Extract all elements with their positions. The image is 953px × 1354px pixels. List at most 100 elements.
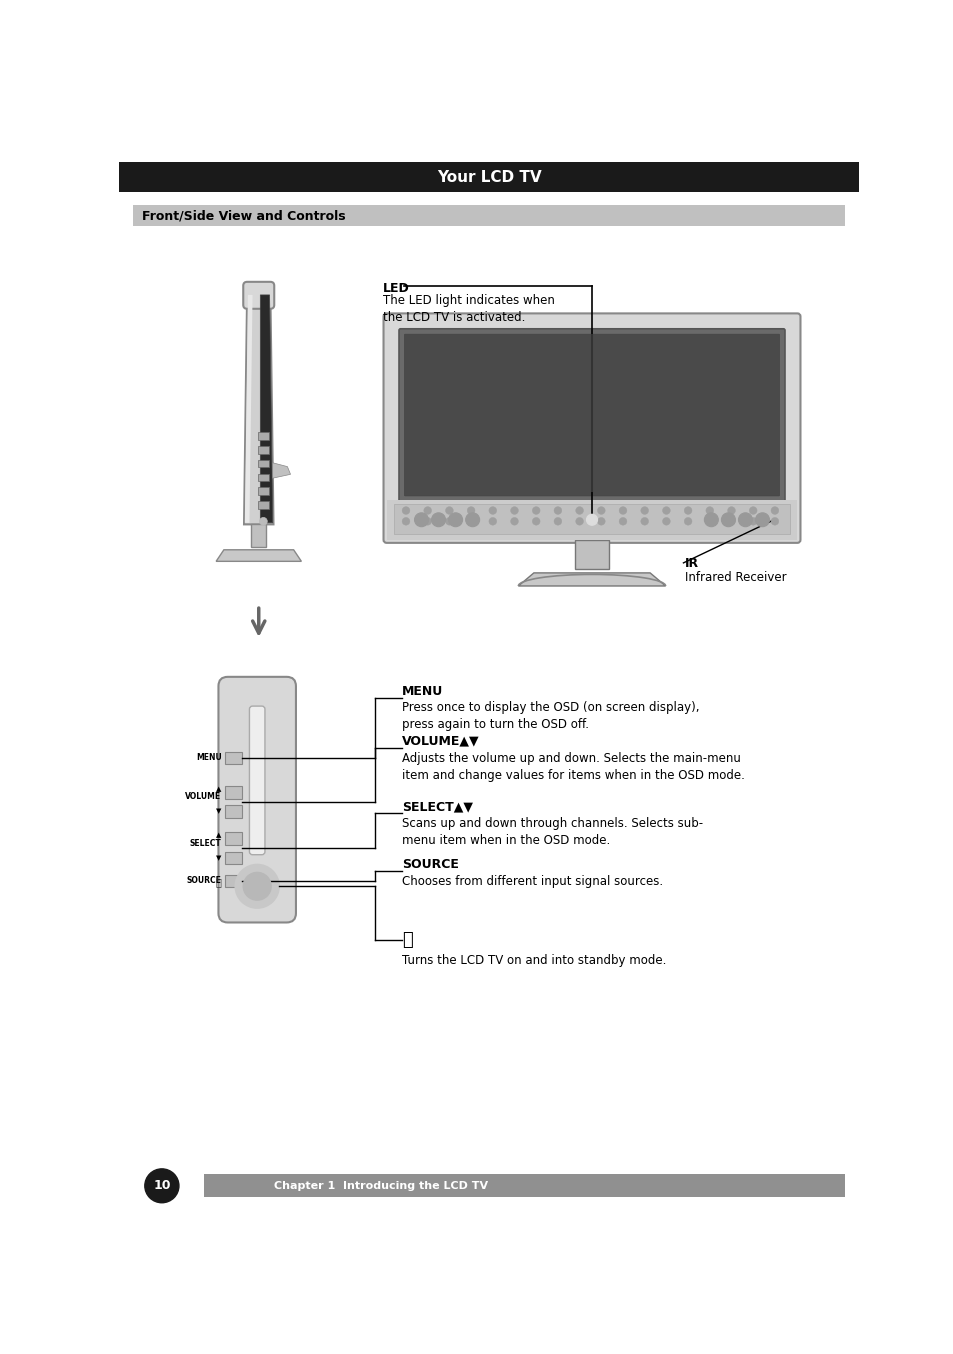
- Text: Infrared Receiver: Infrared Receiver: [684, 570, 786, 584]
- Circle shape: [488, 506, 497, 515]
- Text: SELECT: SELECT: [190, 838, 221, 848]
- Text: Turns the LCD TV on and into standby mode.: Turns the LCD TV on and into standby mod…: [402, 955, 666, 967]
- FancyBboxPatch shape: [398, 329, 784, 501]
- Text: MENU: MENU: [195, 753, 221, 762]
- FancyBboxPatch shape: [383, 313, 800, 543]
- Polygon shape: [244, 294, 274, 524]
- Circle shape: [727, 517, 735, 525]
- FancyBboxPatch shape: [218, 677, 295, 922]
- FancyBboxPatch shape: [249, 705, 265, 854]
- Bar: [224, 875, 241, 887]
- Circle shape: [727, 506, 735, 515]
- Circle shape: [445, 517, 453, 525]
- Circle shape: [145, 1169, 179, 1202]
- Circle shape: [748, 506, 757, 515]
- Text: IR: IR: [684, 556, 699, 570]
- Circle shape: [259, 517, 267, 525]
- Circle shape: [683, 506, 691, 515]
- Circle shape: [532, 506, 539, 515]
- Polygon shape: [260, 295, 273, 523]
- Bar: [251, 524, 266, 547]
- Text: SOURCE: SOURCE: [402, 858, 458, 871]
- Circle shape: [575, 506, 583, 515]
- Text: 10: 10: [153, 1179, 171, 1193]
- Circle shape: [431, 513, 445, 527]
- Circle shape: [510, 517, 517, 525]
- Bar: [204, 1174, 843, 1197]
- Text: Adjusts the volume up and down. Selects the main-menu
item and change values for: Adjusts the volume up and down. Selects …: [402, 751, 744, 781]
- Bar: [257, 432, 269, 440]
- Text: Chapter 1  Introducing the LCD TV: Chapter 1 Introducing the LCD TV: [274, 1181, 488, 1190]
- Circle shape: [554, 517, 561, 525]
- Bar: [257, 487, 269, 496]
- Circle shape: [510, 506, 517, 515]
- Text: VOLUME: VOLUME: [185, 792, 221, 802]
- Bar: [133, 204, 843, 226]
- Bar: [224, 787, 241, 799]
- Circle shape: [720, 513, 735, 527]
- Text: SOURCE: SOURCE: [187, 876, 221, 886]
- Text: Scans up and down through channels. Selects sub-
menu item when in the OSD mode.: Scans up and down through channels. Sele…: [402, 816, 702, 848]
- Circle shape: [467, 506, 475, 515]
- Circle shape: [705, 517, 713, 525]
- Text: MENU: MENU: [402, 685, 443, 697]
- Circle shape: [770, 517, 778, 525]
- Polygon shape: [245, 295, 253, 523]
- Bar: [224, 852, 241, 864]
- Bar: [394, 504, 789, 533]
- Bar: [119, 162, 858, 192]
- Bar: [575, 540, 608, 569]
- Circle shape: [402, 517, 410, 525]
- Polygon shape: [216, 550, 301, 562]
- Text: SELECT▲▼: SELECT▲▼: [402, 800, 473, 814]
- Circle shape: [554, 506, 561, 515]
- Circle shape: [703, 513, 718, 527]
- Text: VOLUME▲▼: VOLUME▲▼: [402, 735, 479, 747]
- Circle shape: [755, 513, 769, 527]
- Polygon shape: [273, 463, 291, 478]
- Bar: [224, 833, 241, 845]
- Circle shape: [618, 506, 626, 515]
- Bar: [257, 474, 269, 481]
- Circle shape: [770, 506, 778, 515]
- Bar: [224, 806, 241, 818]
- Circle shape: [640, 506, 648, 515]
- Bar: [257, 445, 269, 454]
- Text: ▲: ▲: [216, 787, 221, 792]
- Circle shape: [597, 517, 604, 525]
- Circle shape: [448, 513, 462, 527]
- FancyBboxPatch shape: [404, 334, 779, 496]
- Text: ▼: ▼: [216, 808, 221, 815]
- Circle shape: [640, 517, 648, 525]
- Circle shape: [467, 517, 475, 525]
- Text: LED: LED: [382, 282, 409, 295]
- Text: ⏻: ⏻: [215, 877, 221, 887]
- Bar: [119, 1171, 858, 1202]
- Polygon shape: [517, 573, 665, 586]
- Circle shape: [423, 517, 431, 525]
- Circle shape: [748, 517, 757, 525]
- Text: ▲: ▲: [216, 833, 221, 838]
- Text: ▼: ▼: [216, 854, 221, 861]
- Circle shape: [738, 513, 752, 527]
- Bar: [257, 460, 269, 467]
- Circle shape: [575, 517, 583, 525]
- Circle shape: [618, 517, 626, 525]
- Bar: [387, 500, 796, 540]
- Circle shape: [597, 506, 604, 515]
- Bar: [224, 751, 241, 764]
- Circle shape: [423, 506, 431, 515]
- Circle shape: [661, 517, 670, 525]
- Circle shape: [661, 506, 670, 515]
- Circle shape: [705, 506, 713, 515]
- Circle shape: [402, 506, 410, 515]
- Circle shape: [465, 513, 479, 527]
- Bar: [257, 501, 269, 509]
- Text: Front/Side View and Controls: Front/Side View and Controls: [142, 209, 346, 222]
- Text: Chooses from different input signal sources.: Chooses from different input signal sour…: [402, 875, 662, 888]
- Circle shape: [415, 513, 428, 527]
- Circle shape: [235, 865, 278, 907]
- Text: ⏻: ⏻: [402, 932, 413, 949]
- FancyBboxPatch shape: [243, 282, 274, 309]
- Circle shape: [683, 517, 691, 525]
